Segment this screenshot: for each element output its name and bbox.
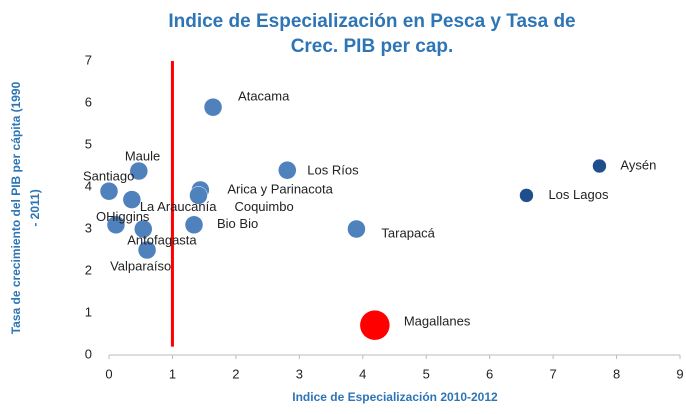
- x-tick-label: 7: [549, 366, 556, 381]
- y-tick-label: 3: [85, 220, 92, 235]
- point: [278, 160, 297, 180]
- point: [347, 219, 366, 239]
- point-label: OHiggins: [96, 209, 150, 224]
- point-label: La Araucanía: [140, 199, 217, 214]
- point: [359, 309, 391, 341]
- x-tick-label: 9: [676, 366, 683, 381]
- point: [519, 188, 534, 203]
- point-label: Los Ríos: [307, 163, 359, 178]
- y-tick-label: 5: [85, 136, 92, 151]
- x-tick-label: 5: [423, 366, 430, 381]
- point-label: Magallanes: [404, 314, 471, 329]
- point: [203, 97, 223, 117]
- point-label: Aysén: [620, 157, 656, 172]
- y-tick-label: 2: [85, 262, 92, 277]
- x-tick-label: 8: [613, 366, 620, 381]
- point-label: Maule: [125, 148, 160, 163]
- x-tick-label: 6: [486, 366, 493, 381]
- point-label: Los Lagos: [548, 187, 608, 202]
- point: [137, 240, 157, 260]
- point: [99, 181, 119, 201]
- point-label: Coquimbo: [234, 199, 293, 214]
- x-tick-label: 4: [359, 366, 366, 381]
- x-tick-label: 2: [232, 366, 239, 381]
- y-axis-title: Tasa de crecimiento del PIB per cápita (…: [9, 81, 23, 334]
- point: [184, 215, 204, 235]
- chart-title: Indice de Especialización en Pesca y Tas…: [168, 11, 575, 32]
- point-label: Atacama: [238, 89, 290, 104]
- point: [122, 190, 142, 209]
- point-label: Arica y Parinacota: [227, 181, 333, 196]
- point: [134, 219, 153, 239]
- x-tick-label: 0: [105, 366, 112, 381]
- point: [106, 215, 126, 235]
- y-tick-label: 0: [85, 346, 92, 361]
- y-axis-title: - 2011): [28, 189, 42, 226]
- y-tick-label: 4: [85, 178, 92, 193]
- point-label: Tarapacá: [381, 225, 435, 240]
- chart-title: Crec. PIB per cap.: [291, 36, 454, 57]
- point: [189, 186, 208, 205]
- point-label: Valparaíso: [110, 258, 171, 273]
- x-tick-label: 3: [296, 366, 303, 381]
- x-axis-title: Indice de Especialización 2010-2012: [292, 390, 498, 404]
- point-label: Santiago: [83, 169, 134, 184]
- point-label: Antofagasta: [127, 232, 197, 247]
- point: [129, 161, 149, 181]
- point: [592, 158, 607, 174]
- x-tick-label: 1: [169, 366, 176, 381]
- point-label: Bio Bio: [217, 216, 258, 231]
- y-tick-label: 7: [85, 52, 92, 67]
- y-tick-label: 1: [85, 304, 92, 319]
- y-tick-label: 6: [85, 94, 92, 109]
